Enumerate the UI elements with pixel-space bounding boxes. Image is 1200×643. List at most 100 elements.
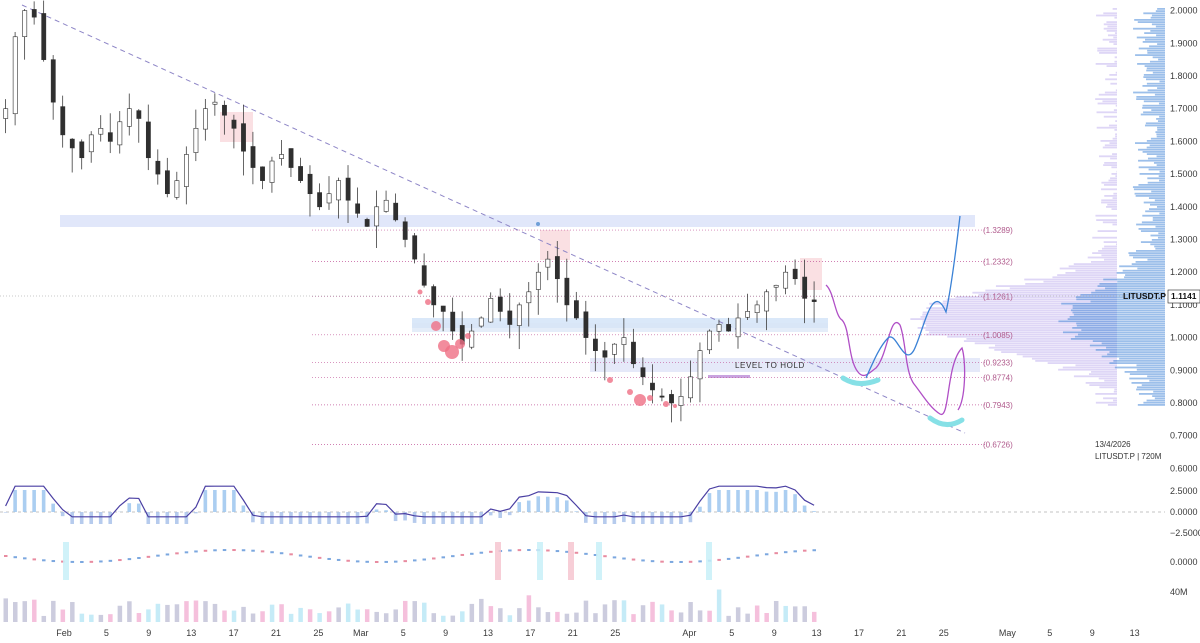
candle-body — [583, 311, 589, 338]
vp-bar — [920, 316, 1117, 318]
time-axis: Feb 5 9 13 17 21 25 Mar 5 9 13 17 21 25 Apr 5 9 13 17 21 25 M… — [56, 628, 1139, 638]
vp-bar-inner — [1133, 27, 1165, 30]
vp-bar — [1114, 32, 1117, 34]
candle-body — [231, 119, 237, 129]
vp-bar — [1113, 109, 1117, 111]
vp-bar-inner — [1152, 395, 1165, 397]
candle-body — [307, 173, 313, 195]
osc2-dot — [251, 549, 255, 552]
candle-body — [88, 134, 94, 153]
osc-bar — [507, 512, 512, 516]
vp-bar — [1116, 243, 1117, 246]
osc-bar — [412, 512, 417, 523]
time-tick: 17 — [854, 628, 864, 638]
vp-bar-inner — [1148, 197, 1165, 199]
vp-bar — [1107, 404, 1117, 406]
vp-bar-inner — [1147, 375, 1165, 378]
candle-body — [535, 271, 541, 290]
volume-bar — [250, 613, 256, 622]
fib-label: (1.1261) — [983, 292, 1013, 301]
candle-body — [593, 338, 598, 351]
vp-bar-inner — [1146, 69, 1165, 72]
vp-bar — [1101, 247, 1117, 250]
osc2-dot — [432, 557, 436, 560]
candle-body — [222, 104, 227, 116]
vp-bar-inner — [1091, 291, 1165, 294]
vp-bar-inner — [1157, 87, 1165, 89]
projection-purple — [825, 284, 966, 415]
vp-bar — [1110, 82, 1117, 85]
vp-bar — [1103, 164, 1117, 166]
vp-bar-inner — [1154, 93, 1165, 96]
osc2-dot — [574, 551, 579, 554]
volume-bar — [364, 609, 370, 622]
osc-bar — [3, 512, 8, 513]
vp-bar — [1031, 357, 1117, 360]
vp-bar — [1112, 223, 1117, 226]
candle-body — [145, 121, 151, 159]
osc2-dot — [517, 549, 522, 552]
vp-bar — [1107, 203, 1117, 206]
candle-body — [659, 395, 665, 398]
osc2-dot — [241, 549, 246, 552]
price-tick: 1.3000 — [1170, 235, 1198, 245]
osc2-dot — [660, 560, 664, 563]
time-tick: 9 — [443, 628, 448, 638]
vp-bar-inner — [1103, 278, 1165, 281]
osc2-dot — [650, 560, 655, 563]
osc2-dot — [374, 560, 379, 563]
vp-bar — [995, 285, 1117, 287]
osc2-dot — [260, 550, 265, 553]
vp-bar — [1103, 241, 1117, 243]
volume-bar — [212, 603, 218, 622]
vp-bar — [994, 349, 1117, 351]
osc2-dot — [489, 550, 493, 553]
vp-bar — [1096, 111, 1117, 114]
vp-bar-inner — [1109, 351, 1165, 353]
vp-bar-inner — [1129, 377, 1165, 380]
vp-bar-inner — [1136, 386, 1165, 389]
volume-bar — [650, 601, 655, 622]
vp-bar-inner — [1142, 151, 1165, 153]
vp-bar — [1107, 34, 1117, 37]
vp-bar-inner — [1107, 353, 1165, 356]
vp-bar-inner — [1119, 265, 1165, 268]
vp-bar — [1098, 93, 1117, 96]
vp-bar — [1104, 144, 1117, 147]
time-tick: 25 — [610, 628, 620, 638]
osc-bar — [89, 512, 94, 524]
candle-body — [203, 108, 208, 130]
vp-bar-inner — [1137, 267, 1165, 270]
vp-bar — [1115, 175, 1117, 177]
volume-bar — [108, 614, 113, 622]
vp-bar — [1104, 162, 1117, 164]
vp-bar-inner — [1150, 234, 1165, 237]
vp-bar — [1099, 155, 1117, 158]
candle-body — [326, 193, 332, 204]
osc-bar — [641, 512, 645, 524]
vp-bar — [946, 298, 1117, 301]
volume-bar — [507, 615, 513, 622]
osc-bar — [707, 493, 712, 512]
osc-bar — [279, 512, 284, 524]
vp-bar — [1112, 153, 1117, 155]
candle-body — [621, 337, 627, 345]
vp-bar-inner — [1147, 89, 1165, 92]
vp-bar — [1111, 166, 1117, 169]
osc2-dot — [137, 557, 141, 560]
candle-body — [440, 305, 446, 312]
vp-bar — [1065, 272, 1117, 274]
vp-bar-inner — [1061, 302, 1165, 305]
vp-bar — [1096, 126, 1117, 129]
osc2-dot — [793, 550, 797, 553]
volume-bar — [583, 600, 589, 622]
vp-bar-inner — [1140, 241, 1165, 243]
vp-bar — [1043, 280, 1117, 283]
vp-bar-inner — [1132, 186, 1165, 188]
osc2-dot — [232, 549, 236, 552]
vp-bar-inner — [1129, 254, 1165, 257]
vp-bar — [1106, 30, 1117, 32]
osc2-dot — [470, 552, 474, 555]
volume-bar — [412, 601, 417, 622]
